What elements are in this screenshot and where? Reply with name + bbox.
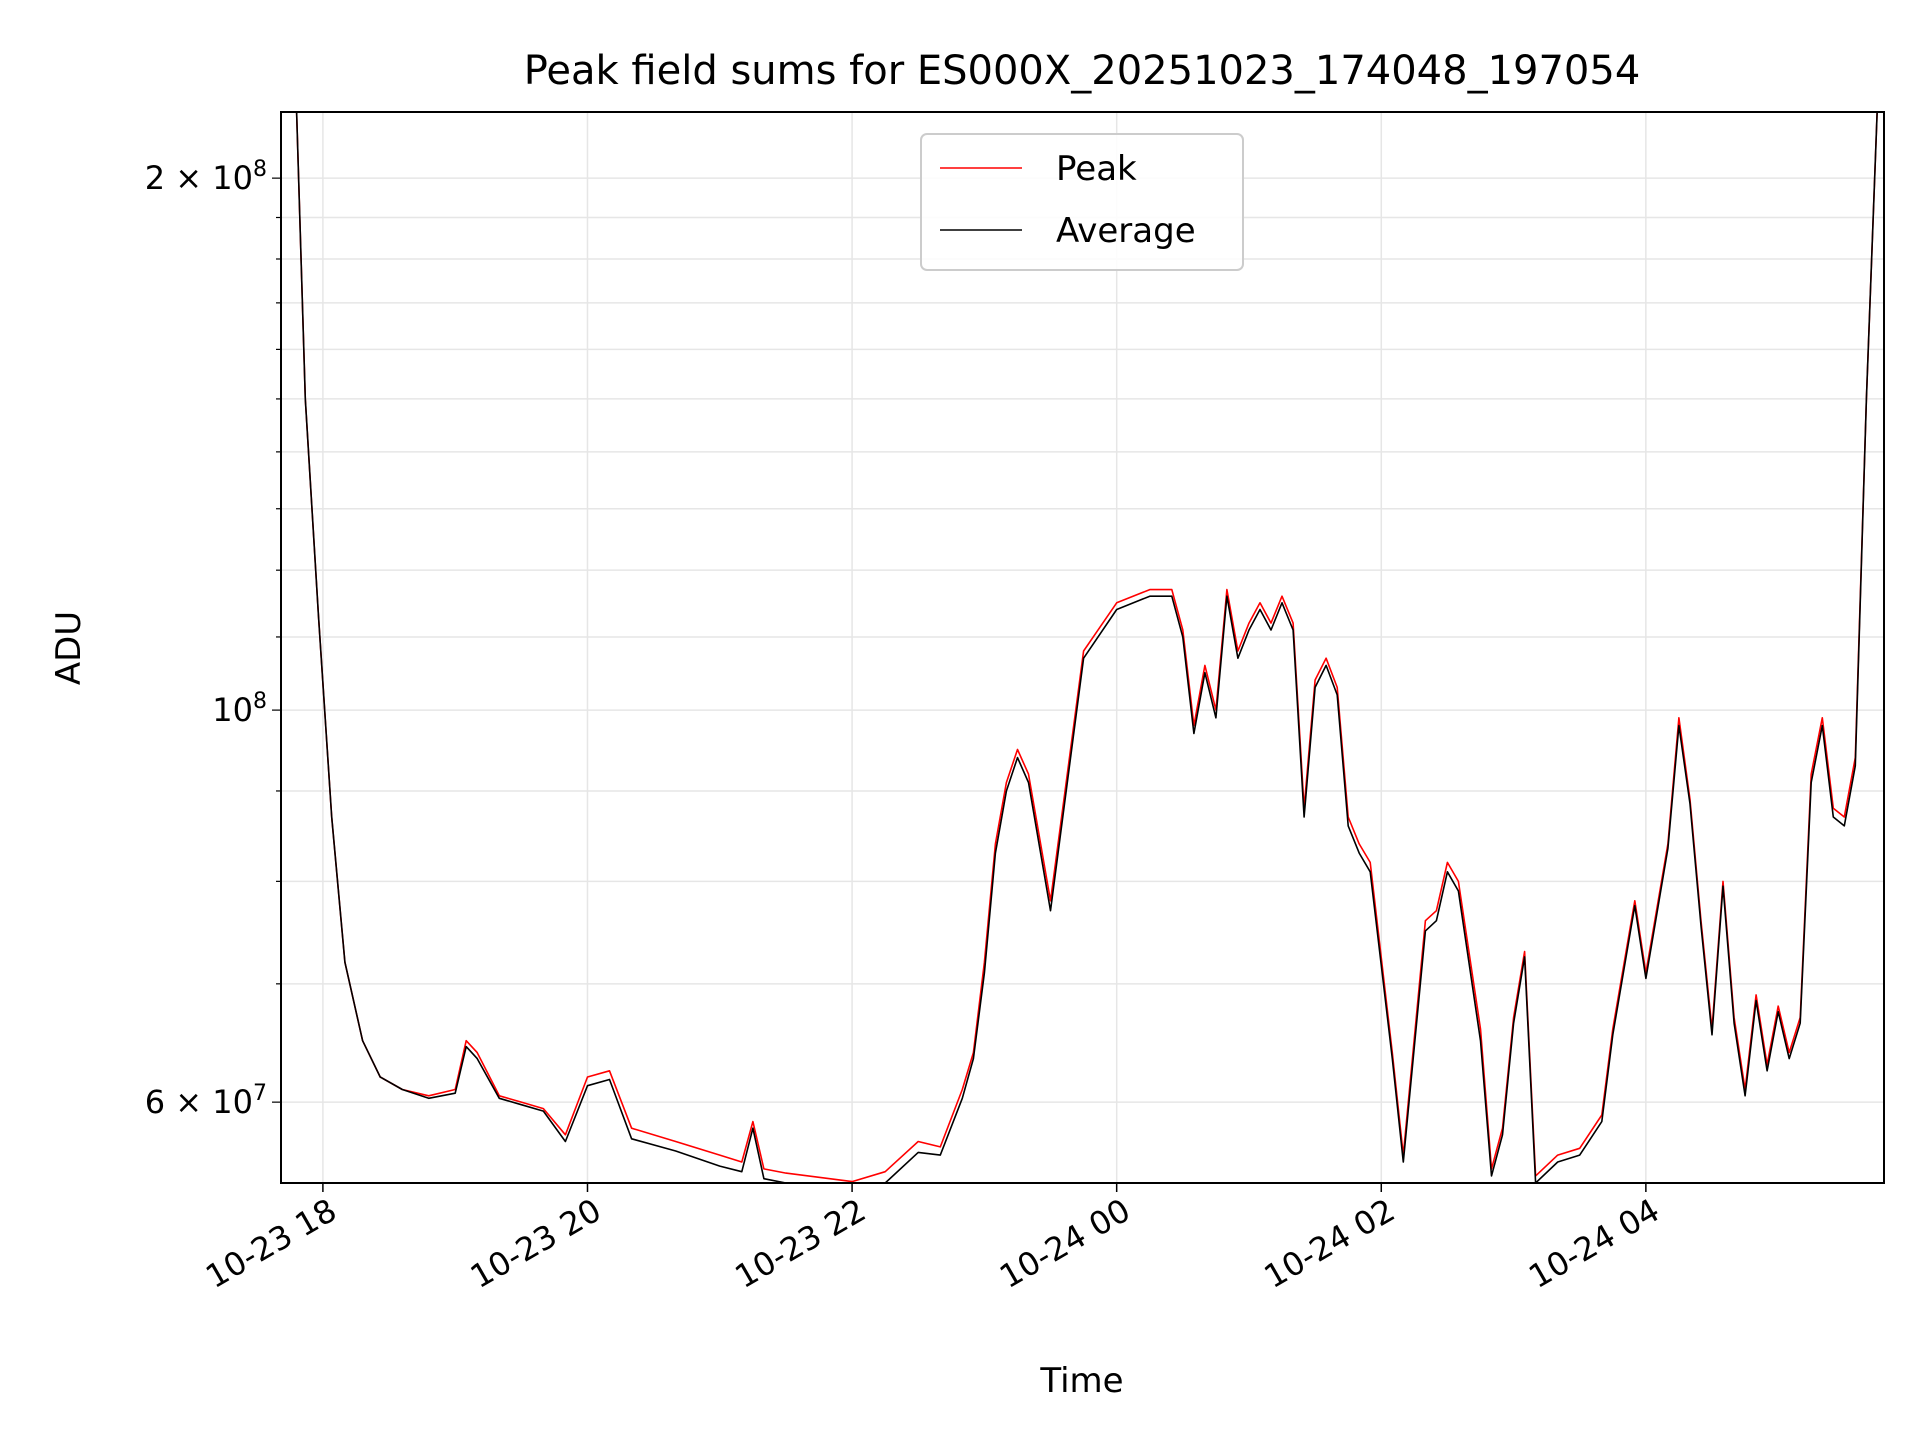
grid bbox=[281, 112, 1884, 1183]
y-tick-label: 6 × 107 bbox=[145, 1081, 267, 1121]
y-tick-label: 108 bbox=[212, 689, 267, 729]
legend-average-label: Average bbox=[1056, 211, 1196, 251]
legend: Peak Average bbox=[920, 133, 1244, 271]
y-tick-label: 2 × 108 bbox=[145, 157, 267, 197]
series-line-average bbox=[295, 112, 1878, 1183]
x-axis-label: Time bbox=[1039, 1361, 1123, 1401]
legend-peak-label: Peak bbox=[1056, 149, 1137, 189]
plot-frame bbox=[280, 111, 1885, 1184]
chart-title: Peak field sums for ES000X_20251023_1740… bbox=[524, 48, 1641, 94]
y-axis-label: ADU bbox=[49, 611, 89, 685]
series-layer bbox=[295, 112, 1878, 1183]
